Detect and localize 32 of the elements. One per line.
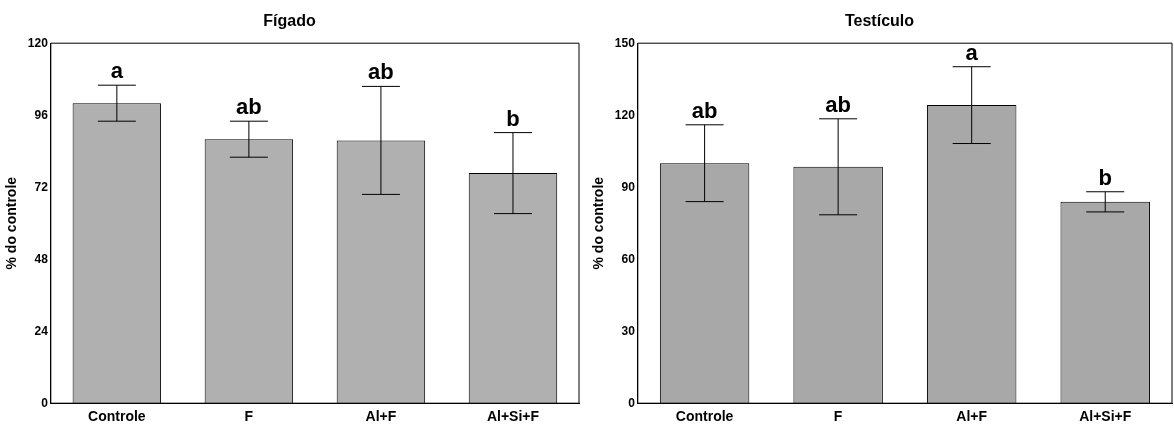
chart-title: Fígado: [263, 12, 316, 30]
annotation: ab: [368, 59, 394, 85]
x-tick-label: Al+Si+F: [1079, 408, 1132, 425]
annotation: b: [1098, 164, 1112, 190]
y-tick-label: 48: [34, 251, 49, 266]
annotation: a: [110, 58, 124, 84]
annotation: ab: [236, 94, 262, 120]
y-tick-label: 96: [34, 107, 49, 122]
x-tick-label: Controle: [675, 408, 734, 425]
x-tick-label: Al+F: [956, 408, 988, 425]
annotation: ab: [691, 97, 718, 123]
y-tick-label: 24: [34, 323, 49, 338]
x-tick-label: F: [244, 408, 254, 425]
chart-title: Testículo: [844, 12, 915, 30]
y-tick-label: 0: [41, 395, 49, 410]
y-axis-title: % do controle: [590, 176, 607, 270]
y-tick-label: 120: [27, 35, 49, 50]
annotation: b: [506, 105, 520, 131]
x-tick-label: Al+F: [365, 408, 397, 425]
y-tick-label: 60: [621, 251, 636, 266]
annotation: a: [965, 39, 979, 65]
x-tick-label: Controle: [88, 408, 146, 425]
y-tick-label: 0: [628, 395, 636, 410]
y-tick-label: 90: [621, 179, 636, 194]
y-tick-label: 30: [621, 323, 636, 338]
y-axis-title: % do controle: [3, 176, 20, 270]
annotation: ab: [825, 91, 851, 117]
x-tick-label: F: [833, 408, 843, 425]
x-tick-label: Al+Si+F: [486, 408, 540, 425]
y-tick-label: 72: [34, 179, 49, 194]
y-tick-label: 150: [614, 35, 636, 50]
y-tick-label: 120: [614, 107, 636, 122]
